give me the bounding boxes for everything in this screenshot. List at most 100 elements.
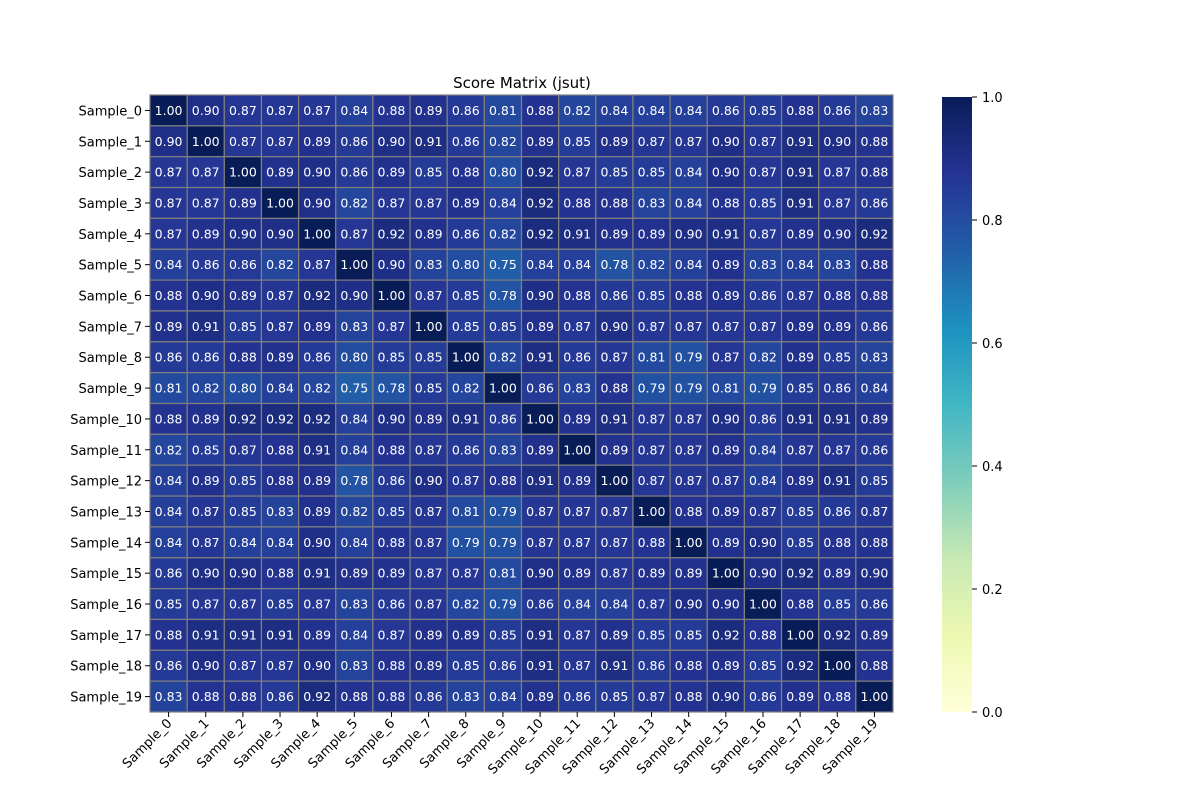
cell-value-label: 0.84	[786, 257, 814, 272]
cell-value-label: 0.88	[229, 689, 257, 704]
cell-value-label: 0.85	[378, 350, 406, 365]
cell-value-label: 0.86	[378, 473, 406, 488]
cell-value-label: 0.87	[155, 165, 183, 180]
cell-value-label: 0.91	[786, 411, 814, 426]
cell-value-label: 0.88	[786, 103, 814, 118]
cell-value-label: 0.87	[378, 195, 406, 210]
heatmap-cell	[743, 526, 783, 559]
cell-value-label: 0.83	[861, 350, 889, 365]
cell-value-label: 0.92	[266, 411, 294, 426]
heatmap-cell	[520, 680, 560, 713]
heatmap-cell	[446, 279, 485, 312]
cell-value-label: 0.87	[600, 504, 628, 519]
cell-value-label: 0.88	[712, 195, 740, 210]
heatmap-cell	[669, 680, 708, 713]
cell-value-label: 0.88	[378, 689, 406, 704]
cell-value-label: 0.87	[563, 627, 591, 642]
heatmap-cell	[372, 402, 411, 435]
heatmap-cell	[409, 526, 448, 559]
cell-value-label: 0.86	[415, 689, 443, 704]
row-label: Sample_3	[78, 197, 142, 212]
cell-value-label: 0.85	[563, 134, 591, 149]
cell-value-label: 0.86	[712, 103, 740, 118]
cell-value-label: 0.87	[415, 504, 443, 519]
heatmap-cell	[669, 557, 708, 590]
heatmap-cell	[743, 649, 783, 682]
heatmap-cell	[855, 526, 894, 559]
heatmap-cell	[595, 372, 634, 405]
cell-value-label: 0.91	[563, 226, 591, 241]
heatmap-cell	[446, 341, 485, 374]
row-label: Sample_4	[78, 228, 142, 243]
cell-value-label: 0.78	[378, 381, 406, 396]
cell-value-label: 0.79	[749, 381, 777, 396]
cell-value-label: 0.89	[415, 627, 443, 642]
cell-value-label: 0.84	[340, 442, 368, 457]
cell-value-label: 0.83	[749, 257, 777, 272]
row-label: Sample_8	[78, 351, 142, 366]
heatmap-cell	[186, 217, 225, 250]
cell-value-label: 0.86	[749, 411, 777, 426]
cell-value-label: 0.85	[452, 288, 480, 303]
row-label: Sample_6	[78, 290, 142, 305]
heatmap-cell	[372, 156, 411, 189]
cell-value-label: 0.87	[229, 442, 257, 457]
row-label: Sample_16	[70, 598, 142, 613]
heatmap-cell	[818, 372, 857, 405]
cell-value-label: 0.88	[638, 535, 666, 550]
heatmap-cell	[706, 125, 746, 158]
heatmap-cell	[223, 526, 263, 559]
heatmap-cell	[520, 557, 560, 590]
cell-value-label: 1.00	[192, 134, 220, 149]
heatmap-cell	[632, 341, 671, 374]
heatmap-cell	[743, 402, 783, 435]
cell-value-label: 0.90	[192, 288, 220, 303]
cell-value-label: 0.87	[452, 566, 480, 581]
cell-value-label: 0.87	[675, 134, 703, 149]
cell-value-label: 0.86	[749, 288, 777, 303]
cell-value-label: 0.86	[192, 257, 220, 272]
cell-value-label: 0.88	[155, 288, 183, 303]
cell-value-label: 0.92	[786, 566, 814, 581]
heatmap-cell	[818, 310, 857, 343]
cell-value-label: 0.87	[638, 473, 666, 488]
heatmap-cell	[335, 156, 374, 189]
cell-value-label: 0.88	[563, 195, 591, 210]
cell-value-label: 0.89	[638, 566, 666, 581]
cell-value-label: 0.90	[749, 566, 777, 581]
heatmap-cell	[372, 372, 411, 405]
cell-value-label: 0.92	[526, 195, 554, 210]
cell-value-label: 0.85	[638, 627, 666, 642]
cell-value-label: 0.81	[489, 103, 517, 118]
heatmap-cell	[260, 618, 300, 651]
cell-value-label: 0.79	[489, 535, 517, 550]
cell-value-label: 1.00	[823, 658, 851, 673]
cell-value-label: 0.84	[563, 597, 591, 612]
heatmap-cell	[409, 279, 448, 312]
cell-value-label: 0.85	[749, 195, 777, 210]
cell-value-label: 0.87	[192, 165, 220, 180]
cell-value-label: 0.90	[378, 257, 406, 272]
heatmap-cell	[372, 680, 411, 713]
heatmap-cell	[186, 186, 225, 220]
heatmap-cell	[706, 94, 746, 127]
cell-value-label: 0.91	[712, 226, 740, 241]
row-label: Sample_1	[78, 135, 142, 150]
heatmap-cell	[558, 557, 597, 590]
heatmap-cell	[483, 495, 523, 528]
cell-value-label: 0.82	[266, 257, 294, 272]
cell-value-label: 0.87	[675, 319, 703, 334]
heatmap-cell	[632, 495, 671, 528]
cell-value-label: 0.92	[378, 226, 406, 241]
cell-value-label: 0.86	[229, 257, 257, 272]
cell-value-label: 0.86	[378, 597, 406, 612]
heatmap-cell	[186, 125, 225, 158]
cell-value-label: 0.82	[340, 504, 368, 519]
cell-value-label: 0.84	[749, 442, 777, 457]
cell-value-label: 0.89	[786, 226, 814, 241]
cell-value-label: 0.85	[600, 689, 628, 704]
cell-value-label: 0.78	[489, 288, 517, 303]
cell-value-label: 0.87	[155, 195, 183, 210]
heatmap-cell	[743, 341, 783, 374]
heatmap-cell	[483, 587, 523, 621]
